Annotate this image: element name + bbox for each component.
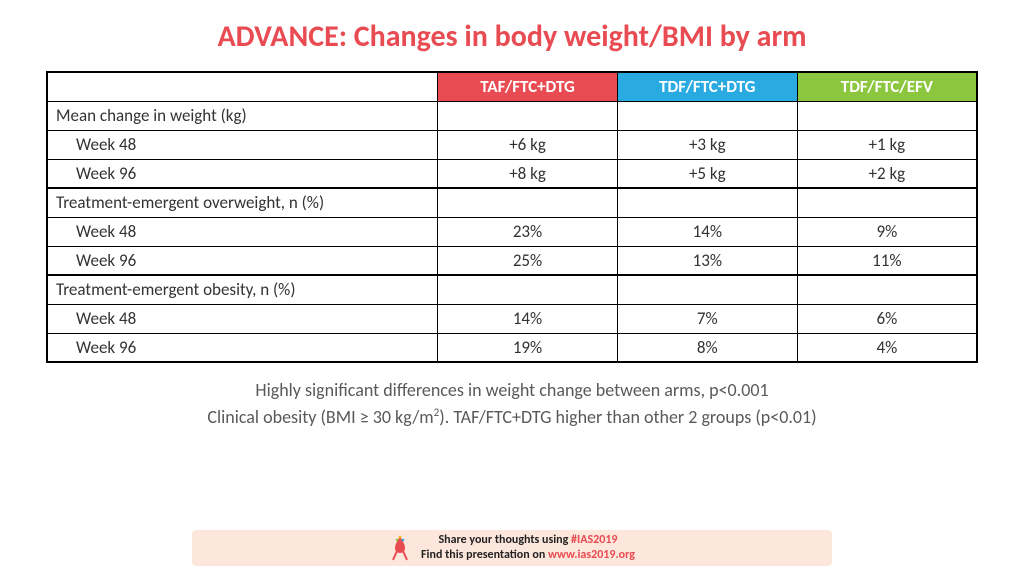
row-label: Week 96 (47, 333, 438, 362)
header-blank (47, 72, 438, 101)
footer-line-1: Share your thoughts using #IAS2019 (421, 533, 635, 548)
footnote-line-1: Highly significant differences in weight… (0, 377, 1024, 404)
footnote-line-2: Clinical obesity (BMI ≥ 30 kg/m2). TAF/F… (0, 404, 1024, 431)
table-row: Week 96 +8 kg +5 kg +2 kg (47, 159, 977, 188)
table-row: Treatment-emergent obesity, n (%) (47, 275, 977, 304)
slide-title-container: ADVANCE: Changes in body weight/BMI by a… (0, 0, 1024, 71)
cell-empty (797, 188, 977, 217)
ribbon-icon (389, 534, 411, 562)
section-title: Treatment-emergent overweight, n (%) (47, 188, 438, 217)
cell-empty (438, 188, 618, 217)
cell-value: 8% (617, 333, 797, 362)
cell-empty (438, 275, 618, 304)
cell-value: 14% (617, 217, 797, 246)
cell-value: 13% (617, 246, 797, 275)
footer-line-2: Find this presentation on www.ias2019.or… (421, 548, 635, 563)
table-row: Week 96 19% 8% 4% (47, 333, 977, 362)
cell-value: 14% (438, 304, 618, 333)
header-arm-3: TDF/FTC/EFV (797, 72, 977, 101)
cell-value: 7% (617, 304, 797, 333)
header-arm-2: TDF/FTC+DTG (617, 72, 797, 101)
row-label: Week 96 (47, 246, 438, 275)
cell-value: 11% (797, 246, 977, 275)
footer-banner: Share your thoughts using #IAS2019 Find … (192, 530, 832, 566)
cell-empty (797, 101, 977, 130)
table-row: Week 48 14% 7% 6% (47, 304, 977, 333)
table-row: Week 48 +6 kg +3 kg +1 kg (47, 130, 977, 159)
cell-value: +5 kg (617, 159, 797, 188)
cell-empty (617, 275, 797, 304)
cell-value: 19% (438, 333, 618, 362)
cell-value: 6% (797, 304, 977, 333)
footer-text-part: Find this presentation on (421, 548, 548, 562)
cell-empty (797, 275, 977, 304)
table-row: Week 96 25% 13% 11% (47, 246, 977, 275)
cell-value: +2 kg (797, 159, 977, 188)
row-label: Week 96 (47, 159, 438, 188)
footer-url: www.ias2019.org (548, 548, 635, 562)
cell-value: 9% (797, 217, 977, 246)
cell-value: 25% (438, 246, 618, 275)
data-table: TAF/FTC+DTG TDF/FTC+DTG TDF/FTC/EFV Mean… (46, 71, 978, 363)
cell-value: 4% (797, 333, 977, 362)
row-label: Week 48 (47, 304, 438, 333)
slide-title: ADVANCE: Changes in body weight/BMI by a… (0, 18, 1024, 55)
section-title: Mean change in weight (kg) (47, 101, 438, 130)
footer-text-part: Share your thoughts using (439, 533, 572, 547)
header-arm-1: TAF/FTC+DTG (438, 72, 618, 101)
footer-text: Share your thoughts using #IAS2019 Find … (421, 533, 635, 563)
cell-empty (617, 101, 797, 130)
cell-empty (617, 188, 797, 217)
cell-value: +3 kg (617, 130, 797, 159)
footer-hashtag: #IAS2019 (571, 533, 617, 547)
table-header-row: TAF/FTC+DTG TDF/FTC+DTG TDF/FTC/EFV (47, 72, 977, 101)
table-row: Treatment-emergent overweight, n (%) (47, 188, 977, 217)
row-label: Week 48 (47, 217, 438, 246)
cell-value: +6 kg (438, 130, 618, 159)
cell-value: +8 kg (438, 159, 618, 188)
section-title: Treatment-emergent obesity, n (%) (47, 275, 438, 304)
table-container: TAF/FTC+DTG TDF/FTC+DTG TDF/FTC/EFV Mean… (0, 71, 1024, 363)
row-label: Week 48 (47, 130, 438, 159)
cell-empty (438, 101, 618, 130)
footnote-text: ). TAF/FTC+DTG higher than other 2 group… (439, 406, 816, 428)
table-body: Mean change in weight (kg) Week 48 +6 kg… (47, 101, 977, 362)
table-row: Mean change in weight (kg) (47, 101, 977, 130)
footnote-text: Clinical obesity (BMI ≥ 30 kg/m (207, 406, 433, 428)
cell-value: +1 kg (797, 130, 977, 159)
footnotes: Highly significant differences in weight… (0, 363, 1024, 431)
cell-value: 23% (438, 217, 618, 246)
table-row: Week 48 23% 14% 9% (47, 217, 977, 246)
